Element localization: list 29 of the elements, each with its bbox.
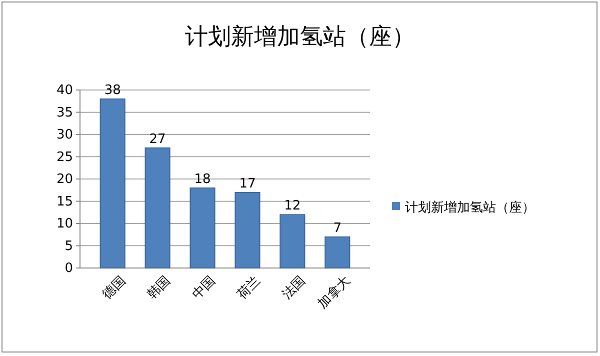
x-tick-label: 德国 [100, 274, 129, 303]
data-label: 12 [284, 198, 301, 214]
y-tick-label: 30 [56, 128, 73, 143]
data-label: 18 [194, 172, 211, 187]
data-label: 38 [104, 82, 121, 98]
y-tick-label: 0 [64, 261, 73, 276]
y-tick-label: 35 [56, 105, 73, 120]
y-tick-label: 5 [64, 238, 73, 254]
y-tick-label: 15 [56, 194, 73, 210]
x-tick-label: 加拿大 [315, 274, 354, 312]
bar [144, 147, 170, 268]
bar [324, 236, 350, 268]
data-label: 7 [333, 220, 342, 236]
bar [100, 98, 126, 268]
y-tick-label: 25 [56, 150, 73, 165]
y-tick-label: 10 [56, 216, 73, 232]
bar [234, 192, 260, 268]
bar [190, 188, 216, 268]
bar [280, 214, 306, 268]
x-tick-label: 法国 [280, 274, 309, 303]
chart-title: 计划新增加氢站（座） [185, 24, 415, 50]
data-label: 17 [239, 176, 256, 192]
y-tick-label: 20 [56, 172, 73, 188]
data-label: 27 [149, 132, 166, 147]
x-tick-label: 韩国 [144, 274, 174, 303]
x-tick-label: 荷兰 [234, 274, 264, 303]
legend-label: 计划新增加氢站（座） [405, 200, 535, 216]
x-tick-label: 中国 [190, 274, 219, 303]
y-tick-label: 40 [56, 83, 73, 98]
